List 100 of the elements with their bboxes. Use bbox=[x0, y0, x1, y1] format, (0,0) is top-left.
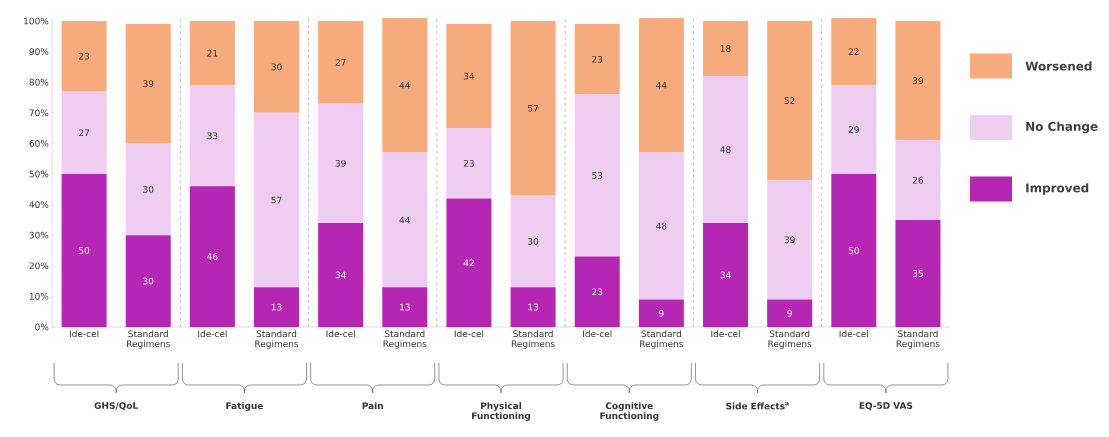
data-label: 21 bbox=[207, 49, 218, 57]
data-label: 42 bbox=[463, 259, 474, 267]
data-label: 39 bbox=[912, 77, 924, 85]
x-tick-label: Ide-cel bbox=[326, 330, 355, 338]
bar bbox=[254, 287, 300, 327]
bar bbox=[446, 198, 492, 327]
y-tick-label: 30% bbox=[29, 231, 49, 239]
bar bbox=[895, 140, 941, 220]
bar bbox=[61, 174, 107, 327]
bar bbox=[895, 219, 941, 327]
data-label: 39 bbox=[143, 80, 154, 88]
data-label: 48 bbox=[720, 146, 731, 153]
data-label: 30 bbox=[143, 185, 154, 193]
data-label: 27 bbox=[79, 129, 90, 137]
text: Side Effects$^{a}$ bbox=[726, 402, 789, 410]
x-tick-label: Standard Regimens bbox=[511, 330, 555, 349]
data-label: 22 bbox=[848, 48, 859, 55]
bar bbox=[61, 91, 107, 175]
bar bbox=[574, 94, 620, 257]
bar bbox=[61, 21, 107, 92]
legend-label: No Change bbox=[1026, 121, 1098, 134]
y-tick-label: 80% bbox=[29, 78, 49, 86]
x-tick-label: Standard Regimens bbox=[255, 330, 299, 349]
bar bbox=[125, 143, 171, 236]
bar bbox=[254, 112, 300, 288]
bar bbox=[767, 21, 813, 181]
y-tick-label: 50% bbox=[29, 170, 49, 178]
x-tick-label: Ide-cel bbox=[454, 330, 484, 338]
bar bbox=[510, 287, 556, 327]
data-label: 34 bbox=[463, 72, 475, 80]
y-tick-label: 0% bbox=[35, 323, 49, 331]
bar bbox=[510, 21, 556, 196]
text: Physical Functioning bbox=[472, 402, 531, 421]
text: Cognitive Functioning bbox=[600, 402, 659, 421]
data-label: 23 bbox=[592, 288, 603, 296]
bar bbox=[189, 186, 235, 327]
bar bbox=[382, 287, 428, 327]
legend-label: Worsened bbox=[1025, 61, 1092, 71]
y-tick-label: 90% bbox=[29, 48, 49, 56]
y-tick-label: 20% bbox=[29, 262, 49, 270]
bar bbox=[446, 128, 492, 199]
data-label: 30 bbox=[143, 277, 154, 285]
bar bbox=[574, 24, 620, 95]
x-tick-label: Standard Regimens bbox=[127, 330, 170, 349]
bar bbox=[318, 222, 364, 327]
data-label: 39 bbox=[784, 236, 795, 244]
data-label: 44 bbox=[399, 82, 410, 89]
data-label: 57 bbox=[528, 104, 539, 112]
data-label: 29 bbox=[848, 126, 859, 134]
y-tick-label: 70% bbox=[29, 109, 49, 117]
bar bbox=[318, 103, 364, 223]
y-tick-label: 40% bbox=[29, 201, 49, 208]
x-tick-label: Standard Regimens bbox=[640, 330, 684, 349]
data-label: 50 bbox=[848, 247, 859, 254]
y-tick-label: 100% bbox=[24, 17, 49, 25]
x-tick-label: Ide-cel bbox=[198, 330, 227, 338]
bar bbox=[125, 235, 171, 327]
bar bbox=[767, 180, 813, 300]
data-label: 23 bbox=[463, 159, 474, 167]
x-tick-label: Standard Regimens bbox=[768, 330, 812, 349]
bar bbox=[831, 85, 877, 175]
x-tick-label: Standard Regimens bbox=[896, 330, 940, 349]
x-tick-label: Ide-cel bbox=[839, 330, 868, 338]
bar bbox=[895, 21, 941, 141]
data-label: 52 bbox=[784, 97, 795, 104]
data-label: 34 bbox=[335, 271, 346, 279]
bar bbox=[125, 24, 171, 144]
data-label: 18 bbox=[720, 45, 731, 52]
text: GHS/QoL bbox=[94, 402, 138, 411]
data-label: 53 bbox=[592, 172, 603, 179]
data-label: 13 bbox=[528, 303, 539, 311]
x-tick-label: Ide-cel bbox=[711, 330, 740, 338]
data-label: 23 bbox=[79, 52, 90, 60]
bar bbox=[446, 24, 492, 129]
text: Fatigue bbox=[226, 402, 263, 411]
data-label: 26 bbox=[912, 176, 924, 184]
bar bbox=[703, 21, 749, 77]
data-label: 48 bbox=[656, 222, 667, 230]
bar bbox=[767, 299, 813, 327]
text: Pain bbox=[362, 402, 383, 410]
bar bbox=[382, 152, 428, 288]
x-tick-label: Standard Regimens bbox=[383, 330, 427, 349]
bar bbox=[638, 299, 684, 327]
data-label: 50 bbox=[79, 247, 90, 254]
y-tick-label: 60% bbox=[29, 140, 49, 147]
data-label: 44 bbox=[399, 216, 410, 224]
data-label: 46 bbox=[207, 253, 218, 261]
bar bbox=[510, 195, 556, 288]
data-label: 13 bbox=[271, 303, 282, 311]
bar bbox=[189, 85, 235, 187]
data-label: 13 bbox=[400, 303, 410, 311]
data-label: 9 bbox=[787, 309, 792, 317]
data-label: 35 bbox=[912, 270, 923, 277]
bar bbox=[703, 222, 749, 327]
bar bbox=[189, 21, 235, 86]
bar bbox=[254, 21, 300, 113]
bar bbox=[703, 76, 749, 223]
bar bbox=[831, 174, 877, 327]
data-label: 44 bbox=[656, 82, 667, 89]
x-tick-label: Ide-cel bbox=[583, 330, 612, 338]
